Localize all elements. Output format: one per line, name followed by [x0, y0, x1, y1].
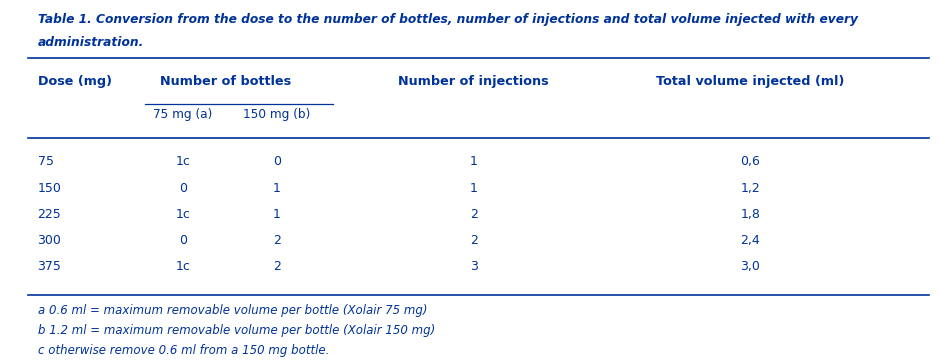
Text: 3,0: 3,0 [740, 260, 761, 273]
Text: b 1.2 ml = maximum removable volume per bottle (Xolair 150 mg): b 1.2 ml = maximum removable volume per … [38, 324, 435, 337]
Text: a 0.6 ml = maximum removable volume per bottle (Xolair 75 mg): a 0.6 ml = maximum removable volume per … [38, 304, 427, 317]
Text: Total volume injected (ml): Total volume injected (ml) [657, 75, 844, 88]
Text: c otherwise remove 0.6 ml from a 150 mg bottle.: c otherwise remove 0.6 ml from a 150 mg … [38, 344, 329, 357]
Text: Dose (mg): Dose (mg) [38, 75, 112, 88]
Text: 150 mg (b): 150 mg (b) [243, 108, 310, 121]
Text: 225: 225 [38, 208, 61, 221]
Text: 2: 2 [470, 234, 477, 247]
Text: 1c: 1c [175, 155, 190, 169]
Text: administration.: administration. [38, 36, 144, 50]
Text: 375: 375 [38, 260, 61, 273]
Text: 0: 0 [179, 234, 187, 247]
Text: 1: 1 [470, 155, 477, 169]
Text: 2,4: 2,4 [740, 234, 761, 247]
Text: 2: 2 [273, 234, 280, 247]
Text: 0,6: 0,6 [740, 155, 761, 169]
Text: 1,2: 1,2 [740, 182, 761, 195]
Text: Number of bottles: Number of bottles [159, 75, 291, 88]
Text: 3: 3 [470, 260, 477, 273]
Text: Table 1. Conversion from the dose to the number of bottles, number of injections: Table 1. Conversion from the dose to the… [38, 13, 857, 26]
Text: 2: 2 [273, 260, 280, 273]
Text: 1,8: 1,8 [740, 208, 761, 221]
Text: 1c: 1c [175, 208, 190, 221]
Text: 1: 1 [273, 208, 280, 221]
Text: 150: 150 [38, 182, 61, 195]
Text: 0: 0 [273, 155, 280, 169]
Text: 1c: 1c [175, 260, 190, 273]
Text: 1: 1 [470, 182, 477, 195]
Text: 75: 75 [38, 155, 53, 169]
Text: 300: 300 [38, 234, 61, 247]
Text: 2: 2 [470, 208, 477, 221]
Text: Number of injections: Number of injections [399, 75, 549, 88]
Text: 0: 0 [179, 182, 187, 195]
Text: 1: 1 [273, 182, 280, 195]
Text: 75 mg (a): 75 mg (a) [153, 108, 213, 121]
